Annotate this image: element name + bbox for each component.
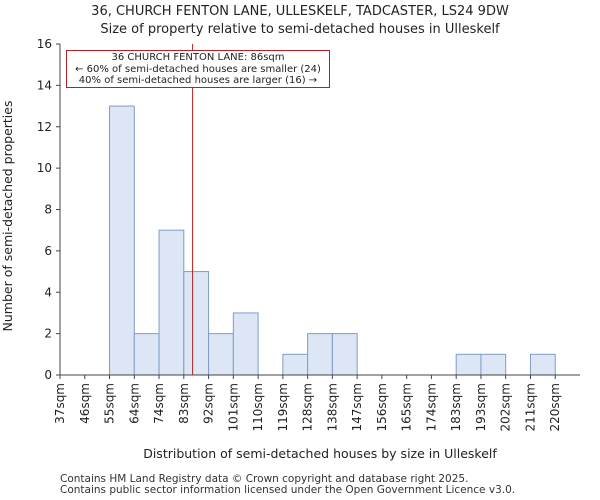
bar-64sqm	[133, 333, 160, 376]
bar-74sqm	[158, 229, 185, 376]
bar-83sqm	[183, 271, 210, 376]
bar-193sqm	[480, 353, 507, 376]
bar-183sqm	[455, 353, 482, 376]
x-tick-label: 165sqm	[400, 383, 414, 431]
x-tick-label: 92sqm	[202, 383, 216, 424]
y-tick-label: 14	[37, 78, 52, 92]
x-tick-label: 101sqm	[226, 383, 240, 431]
x-axis-label: Distribution of semi-detached houses by …	[143, 446, 497, 461]
y-axis-label: Number of semi-detached properties	[0, 101, 15, 332]
x-tick-label: 147sqm	[350, 383, 364, 431]
property-annotation-box: 36 CHURCH FENTON LANE: 86sqm ← 60% of se…	[66, 50, 330, 88]
y-tick-label: 10	[37, 161, 52, 175]
x-tick-label: 64sqm	[127, 383, 141, 424]
y-ticks-group: 0 2 4 6 8 10 12 14 16	[37, 37, 60, 382]
x-tick-label: 83sqm	[177, 383, 191, 424]
x-tick-label: 174sqm	[424, 383, 438, 431]
y-tick-label: 0	[44, 368, 52, 382]
x-ticks-group: 37sqm 46sqm 55sqm 64sqm 74sqm 83sqm 92sqm 101sq…	[53, 375, 562, 431]
y-tick-label: 12	[37, 120, 52, 134]
bar-55sqm	[109, 105, 135, 376]
bar-119sqm	[282, 353, 309, 376]
x-tick-label: 128sqm	[301, 383, 315, 431]
footer-line-1: Contains HM Land Registry data © Crown c…	[60, 473, 469, 485]
bar-92sqm	[208, 333, 234, 376]
footer-line-2: Contains public sector information licen…	[60, 484, 516, 496]
annotation-line-3: 40% of semi-detached houses are larger (…	[78, 75, 318, 86]
annotation-line-1: 36 CHURCH FENTON LANE: 86sqm	[111, 52, 285, 63]
x-tick-label: 74sqm	[152, 383, 166, 424]
chart-subtitle: Size of property relative to semi-detach…	[100, 22, 500, 37]
y-tick-label: 2	[44, 327, 52, 341]
x-tick-label: 37sqm	[53, 383, 67, 424]
x-tick-label: 220sqm	[548, 383, 562, 431]
bar-211sqm	[529, 353, 556, 376]
y-tick-label: 6	[44, 244, 52, 258]
x-tick-label: 55sqm	[103, 383, 117, 424]
axes-group	[59, 44, 580, 376]
annotation-line-2: ← 60% of semi-detached houses are smalle…	[75, 63, 321, 75]
chart-title: 36, CHURCH FENTON LANE, ULLESKELF, TADCA…	[91, 4, 509, 19]
x-tick-label: 119sqm	[276, 383, 290, 431]
x-tick-label: 211sqm	[523, 383, 537, 431]
x-tick-label: 110sqm	[251, 383, 265, 431]
x-tick-label: 183sqm	[449, 383, 463, 431]
bar-101sqm	[232, 312, 259, 376]
x-tick-label: 46sqm	[78, 383, 92, 424]
x-tick-label: 156sqm	[375, 383, 389, 431]
bar-128sqm	[307, 333, 333, 376]
bars-group	[109, 105, 556, 376]
x-tick-label: 202sqm	[499, 383, 513, 431]
x-tick-label: 138sqm	[325, 383, 339, 431]
y-tick-label: 16	[37, 37, 52, 51]
y-tick-label: 4	[44, 285, 52, 299]
x-tick-label: 193sqm	[474, 383, 488, 431]
y-tick-label: 8	[44, 203, 52, 217]
bar-138sqm	[331, 333, 358, 376]
